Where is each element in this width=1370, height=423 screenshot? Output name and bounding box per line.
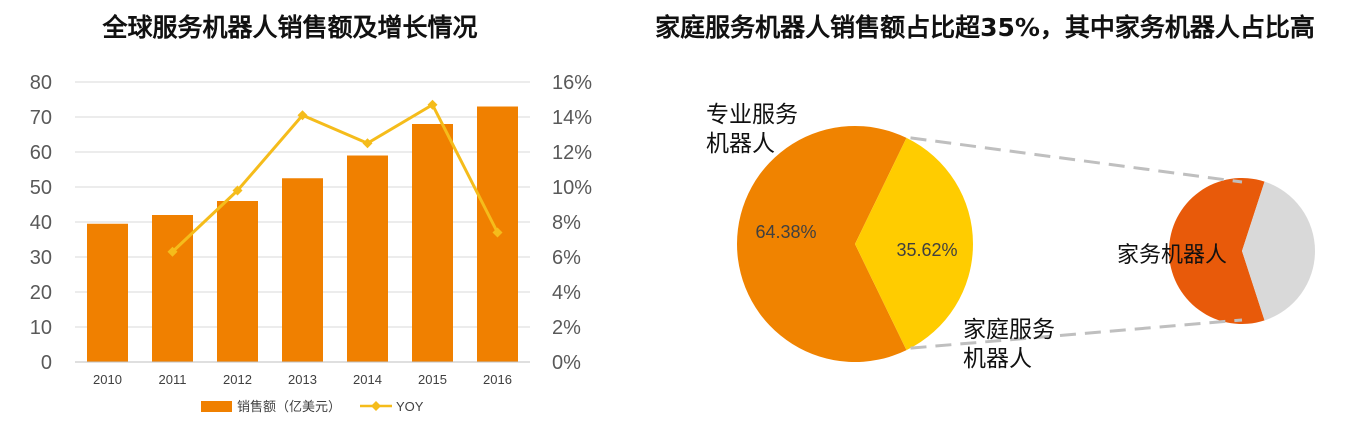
x-tick-label: 2012: [223, 372, 252, 387]
y-tick-label: 30: [30, 247, 52, 269]
x-tick-label: 2011: [159, 372, 187, 387]
y2-tick-label: 4%: [552, 282, 581, 304]
pie-slice-home: [855, 137, 973, 351]
y-tick-label: 80: [30, 72, 52, 94]
y-tick-label: 40: [30, 212, 52, 234]
bar: [87, 223, 128, 362]
y2-tick-label: 12%: [552, 142, 592, 164]
y2-tick-label: 8%: [552, 212, 581, 234]
yoy-point: [232, 185, 243, 196]
pie-chart-title: 家庭服务机器人销售额占比超35%，其中家务机器人占比高: [655, 13, 1315, 42]
pie-slice-professional: [736, 126, 907, 362]
y-tick-label: 0: [41, 352, 52, 374]
yoy-point: [362, 138, 373, 149]
bar-chart-title: 全球服务机器人销售额及增长情况: [102, 13, 478, 42]
y-tick-label: 50: [30, 177, 52, 199]
bar: [217, 201, 258, 362]
y-tick-label: 20: [30, 282, 52, 304]
y2-tick-label: 0%: [552, 352, 581, 374]
yoy-point: [492, 227, 503, 238]
y2-tick-label: 6%: [552, 247, 581, 269]
pie-label-home: 家庭服务机器人: [963, 317, 1055, 372]
y-tick-label: 10: [30, 317, 52, 339]
yoy-point: [297, 110, 308, 121]
y-tick-label: 70: [30, 107, 52, 129]
connector-bottom: [910, 318, 1243, 350]
y2-tick-label: 14%: [552, 107, 592, 129]
pie-value-professional: 64.38%: [755, 222, 816, 242]
x-tick-label: 2015: [418, 372, 447, 387]
y2-tick-label: 2%: [552, 317, 581, 339]
x-tick-label: 2010: [93, 372, 122, 387]
pie-value-home: 35.62%: [896, 240, 957, 260]
yoy-point: [167, 246, 178, 257]
legend-label-sales: 销售额（亿美元）: [237, 399, 341, 415]
bar: [347, 155, 388, 362]
y2-tick-label: 16%: [552, 72, 592, 94]
y2-tick-label: 10%: [552, 177, 592, 199]
yoy-line: [171, 103, 499, 253]
detail-label-housework: 家务机器人: [1117, 243, 1227, 268]
detail-slice-other: [1242, 181, 1315, 321]
bar: [282, 178, 323, 362]
legend-marker-yoy: [371, 401, 381, 411]
connector-top: [910, 136, 1243, 184]
y-tick-label: 60: [30, 142, 52, 164]
x-tick-label: 2016: [483, 372, 512, 387]
x-tick-label: 2013: [288, 372, 317, 387]
x-tick-label: 2014: [353, 372, 382, 387]
legend-swatch-sales: [201, 401, 232, 412]
pie-label-professional: 专业服务机器人: [706, 102, 798, 157]
detail-slice-housework: [1169, 177, 1265, 324]
legend-label-yoy: YOY: [396, 399, 424, 414]
yoy-point: [427, 99, 438, 110]
bar: [412, 124, 453, 362]
